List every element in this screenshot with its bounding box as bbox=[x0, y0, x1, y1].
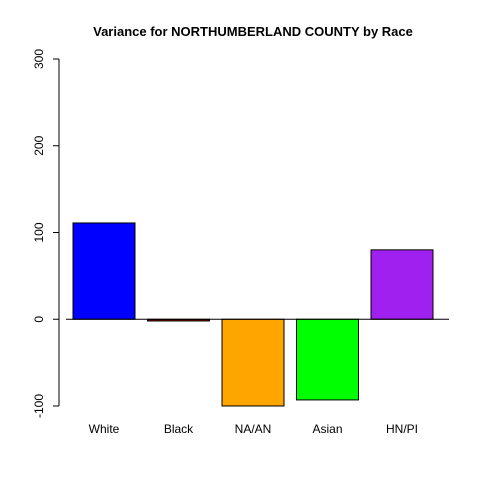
bars bbox=[72, 222, 434, 407]
x-tick-label: Black bbox=[164, 422, 194, 436]
x-tick-label: White bbox=[89, 422, 120, 436]
y-tick-label: 100 bbox=[32, 222, 46, 242]
bar-asian bbox=[296, 318, 359, 401]
bar-white bbox=[72, 222, 136, 320]
bar-na-an bbox=[221, 318, 285, 407]
y-tick-label: 200 bbox=[32, 135, 46, 155]
chart-title: Variance for NORTHUMBERLAND COUNTY by Ra… bbox=[93, 24, 413, 39]
x-tick-label: Asian bbox=[312, 422, 342, 436]
y-axis: -100 0 100 200 300 bbox=[32, 49, 60, 418]
y-tick-label: 0 bbox=[32, 316, 46, 323]
bar-hn-pi bbox=[370, 249, 434, 320]
x-tick-label: HN/PI bbox=[386, 422, 418, 436]
y-tick-label: 300 bbox=[32, 49, 46, 69]
x-tick-label: NA/AN bbox=[235, 422, 272, 436]
y-tick-label: -100 bbox=[32, 394, 46, 418]
x-axis-labels: White Black NA/AN Asian HN/PI bbox=[89, 422, 418, 436]
